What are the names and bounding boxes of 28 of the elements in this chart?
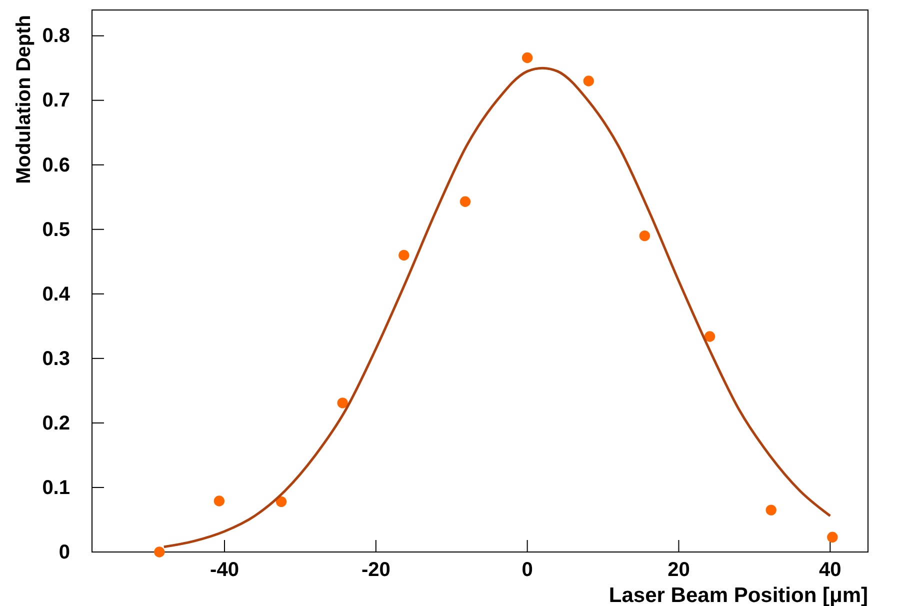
y-axis-title: Modulation Depth — [13, 15, 35, 184]
x-tick-label: 0 — [522, 559, 533, 582]
y-tick-label: 0.7 — [42, 90, 70, 112]
y-tick-label: 0 — [58, 541, 70, 564]
point — [766, 504, 776, 516]
point — [276, 496, 287, 508]
y-tick-label: 0.8 — [42, 25, 70, 48]
y-tick-label: 0.6 — [42, 154, 70, 176]
point — [337, 398, 348, 408]
x-axis-title: Laser Beam Position [μm] — [608, 584, 868, 606]
x-tick-label: -20 — [361, 559, 390, 582]
point — [522, 52, 533, 64]
y-tick-label: 0.2 — [42, 412, 70, 434]
x-tick-label: -40 — [210, 559, 239, 582]
x-tick-label: 20 — [668, 559, 690, 582]
point — [704, 331, 716, 342]
point — [583, 76, 594, 86]
y-tick-label: 0.5 — [42, 218, 70, 241]
point — [639, 230, 650, 242]
point — [214, 496, 225, 506]
point — [460, 196, 471, 207]
x-tick-label: 40 — [819, 559, 842, 582]
point — [154, 546, 165, 558]
y-tick-label: 0.4 — [42, 283, 71, 306]
point — [827, 532, 838, 542]
point — [398, 250, 410, 261]
y-tick-label: 0.1 — [42, 476, 70, 499]
y-tick-label: 0.3 — [42, 348, 70, 370]
